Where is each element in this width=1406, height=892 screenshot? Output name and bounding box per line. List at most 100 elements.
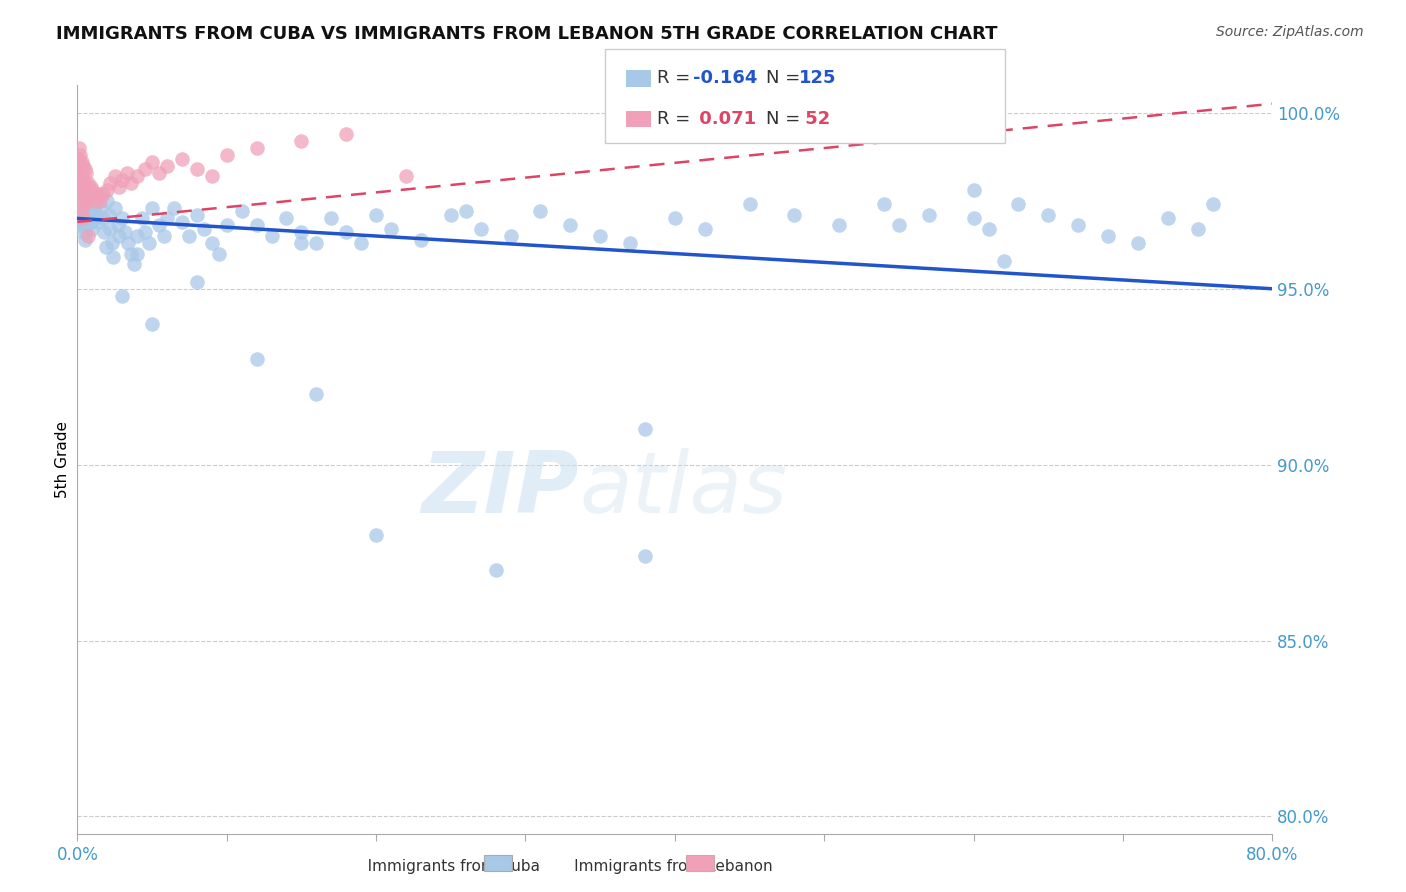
Point — [1007, 197, 1029, 211]
Point — [100, 235, 122, 250]
Text: Source: ZipAtlas.com: Source: ZipAtlas.com — [1216, 25, 1364, 39]
Point — [231, 204, 253, 219]
Point — [76, 204, 98, 219]
Point — [70, 183, 93, 197]
Point — [72, 215, 94, 229]
Point — [82, 183, 104, 197]
Point — [72, 186, 94, 201]
Text: ZIP: ZIP — [422, 448, 579, 531]
Point — [470, 222, 492, 236]
Point — [127, 246, 149, 260]
Point — [993, 253, 1015, 268]
Point — [75, 186, 97, 201]
Point — [276, 211, 298, 226]
Text: N =: N = — [766, 110, 806, 128]
Point — [138, 235, 160, 250]
Point — [1097, 229, 1119, 244]
Point — [664, 211, 686, 226]
Point — [170, 215, 193, 229]
Point — [69, 148, 91, 162]
Point — [828, 219, 851, 233]
Point — [783, 208, 806, 222]
Point — [72, 201, 94, 215]
Point — [201, 169, 224, 184]
Point — [84, 211, 107, 226]
Point — [83, 186, 105, 201]
Point — [73, 176, 96, 190]
Point — [215, 219, 238, 233]
Point — [67, 141, 90, 155]
Point — [76, 190, 98, 204]
Point — [485, 563, 508, 577]
Point — [79, 194, 101, 208]
Point — [79, 183, 101, 197]
Point — [67, 183, 90, 197]
Point — [94, 239, 117, 253]
Point — [634, 549, 657, 563]
Y-axis label: 5th Grade: 5th Grade — [55, 421, 70, 498]
Point — [69, 176, 91, 190]
Point — [69, 211, 91, 226]
Point — [73, 219, 96, 233]
Point — [73, 162, 96, 177]
Point — [72, 211, 94, 226]
Text: R =: R = — [657, 110, 696, 128]
Point — [290, 235, 312, 250]
Point — [107, 219, 129, 233]
Point — [290, 226, 312, 240]
Point — [193, 222, 215, 236]
Point — [454, 204, 477, 219]
Point — [366, 208, 388, 222]
Point — [73, 233, 96, 247]
Point — [120, 176, 142, 190]
Point — [80, 201, 103, 215]
Point — [1038, 208, 1060, 222]
Point — [246, 219, 269, 233]
Point — [70, 169, 93, 184]
Point — [70, 194, 93, 208]
Point — [634, 422, 657, 436]
Point — [111, 289, 134, 303]
Point — [97, 208, 120, 222]
Point — [80, 179, 103, 194]
Point — [73, 183, 96, 197]
Point — [70, 183, 93, 197]
Text: -0.164: -0.164 — [693, 70, 758, 87]
Point — [80, 215, 103, 229]
Point — [215, 148, 238, 162]
Point — [73, 190, 96, 204]
Point — [70, 204, 93, 219]
Point — [499, 229, 522, 244]
Point — [91, 211, 114, 226]
Point — [86, 208, 108, 222]
Point — [1187, 222, 1209, 236]
Point — [290, 134, 312, 148]
Point — [120, 246, 142, 260]
Point — [70, 155, 93, 169]
Point — [83, 204, 105, 219]
Point — [73, 194, 96, 208]
Point — [67, 169, 90, 184]
Point — [87, 215, 110, 229]
Point — [366, 528, 388, 542]
Point — [963, 183, 986, 197]
Point — [72, 172, 94, 186]
Point — [153, 229, 176, 244]
Point — [96, 183, 118, 197]
Point — [395, 169, 418, 184]
Point — [1126, 235, 1149, 250]
Point — [131, 211, 153, 226]
Point — [104, 201, 127, 215]
Point — [179, 229, 201, 244]
Point — [148, 219, 170, 233]
Point — [69, 162, 91, 177]
Point — [115, 166, 138, 180]
Point — [1067, 219, 1090, 233]
Point — [305, 387, 328, 401]
Point — [75, 197, 97, 211]
Point — [89, 194, 111, 208]
Text: 52: 52 — [799, 110, 830, 128]
Point — [409, 233, 432, 247]
Point — [67, 152, 90, 166]
Point — [98, 176, 121, 190]
